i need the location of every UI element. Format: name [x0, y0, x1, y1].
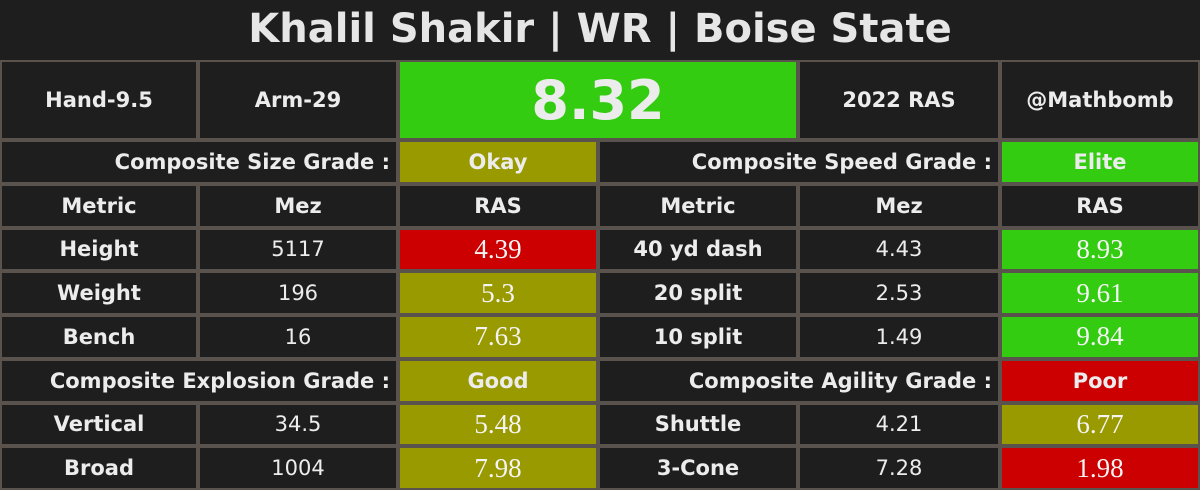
metric-measurement: 7.28 [798, 446, 1000, 490]
ras-score: 8.32 [398, 60, 798, 140]
metric-measurement: 5117 [198, 227, 398, 272]
metric-measurement: 1.49 [798, 315, 1000, 359]
metric-ras: 1.98 [1000, 446, 1200, 490]
metric-ras: 5.3 [398, 271, 598, 315]
credit: @Mathbomb [1000, 60, 1200, 140]
grade-value: Okay [398, 140, 598, 184]
grade-label: Composite Agility Grade : [598, 358, 1000, 403]
metric-name: Broad [0, 446, 198, 490]
metric-measurement: 196 [198, 271, 398, 315]
metric-ras: 9.61 [1000, 271, 1200, 315]
column-header: Metric [598, 183, 798, 228]
metric-name: Height [0, 227, 198, 272]
metric-ras: 4.39 [398, 227, 598, 272]
metric-name: Shuttle [598, 402, 798, 447]
metric-ras: 7.63 [398, 315, 598, 359]
hand-size: Hand-9.5 [0, 60, 198, 140]
metric-measurement: 16 [198, 315, 398, 359]
grade-value: Good [398, 358, 598, 403]
metric-measurement: 4.21 [798, 402, 1000, 447]
ras-year: 2022 RAS [798, 60, 1000, 140]
metric-measurement: 34.5 [198, 402, 398, 447]
metric-ras: 7.98 [398, 446, 598, 490]
column-header: Metric [0, 183, 198, 228]
metric-name: Vertical [0, 402, 198, 447]
metric-measurement: 2.53 [798, 271, 1000, 315]
metric-ras: 5.48 [398, 402, 598, 447]
metric-ras: 6.77 [1000, 402, 1200, 447]
metric-name: 40 yd dash [598, 227, 798, 272]
column-header: RAS [1000, 183, 1200, 228]
metric-ras: 9.84 [1000, 315, 1200, 359]
metric-name: Bench [0, 315, 198, 359]
metric-name: 10 split [598, 315, 798, 359]
metric-ras: 8.93 [1000, 227, 1200, 272]
column-header: Mez [798, 183, 1000, 228]
title: Khalil Shakir | WR | Boise State [248, 6, 952, 52]
metric-name: 3-Cone [598, 446, 798, 490]
grade-label: Composite Size Grade : [0, 140, 398, 184]
column-header: RAS [398, 183, 598, 228]
arm-length: Arm-29 [198, 60, 398, 140]
metric-name: 20 split [598, 271, 798, 315]
grade-value: Elite [1000, 140, 1200, 184]
column-header: Mez [198, 183, 398, 228]
grade-label: Composite Explosion Grade : [0, 358, 398, 403]
metric-name: Weight [0, 271, 198, 315]
grade-label: Composite Speed Grade : [598, 140, 1000, 184]
metric-measurement: 1004 [198, 446, 398, 490]
grade-value: Poor [1000, 358, 1200, 403]
metric-measurement: 4.43 [798, 227, 1000, 272]
